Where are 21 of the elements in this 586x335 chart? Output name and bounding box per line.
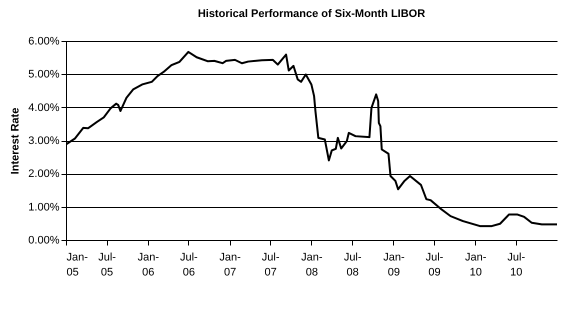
y-tick-label: 5.00%	[28, 68, 60, 81]
x-tick-label: Jul-08	[344, 252, 362, 278]
x-tick-label: Jul-05	[98, 252, 116, 278]
y-tick-label: 0.00%	[28, 234, 60, 246]
y-tick-label: 2.00%	[28, 168, 60, 180]
y-tick-label: 1.00%	[28, 201, 60, 214]
chart-title: Historical Performance of Six-Month LIBOR	[198, 8, 426, 20]
x-tick-label: Jan-10	[465, 252, 487, 278]
y-axis-title: Interest Rate	[9, 108, 22, 174]
y-tick-label: 6.00%	[28, 36, 60, 48]
x-tick-label: Jan-06	[138, 252, 160, 278]
x-tick-label: Jan-07	[219, 252, 242, 278]
x-tick-label: Jul-10	[507, 252, 526, 278]
y-tick-label: 4.00%	[28, 102, 60, 114]
x-tick-label: Jan-09	[383, 252, 405, 278]
x-tick-label: Jan-08	[301, 252, 323, 278]
y-tick-label: 3.00%	[28, 135, 60, 147]
x-tick-label: Jul-06	[180, 252, 198, 278]
x-tick-label: Jul-07	[262, 252, 280, 278]
x-tick-label: Jul-09	[426, 252, 444, 278]
x-tick-label: Jan-05	[66, 252, 88, 278]
